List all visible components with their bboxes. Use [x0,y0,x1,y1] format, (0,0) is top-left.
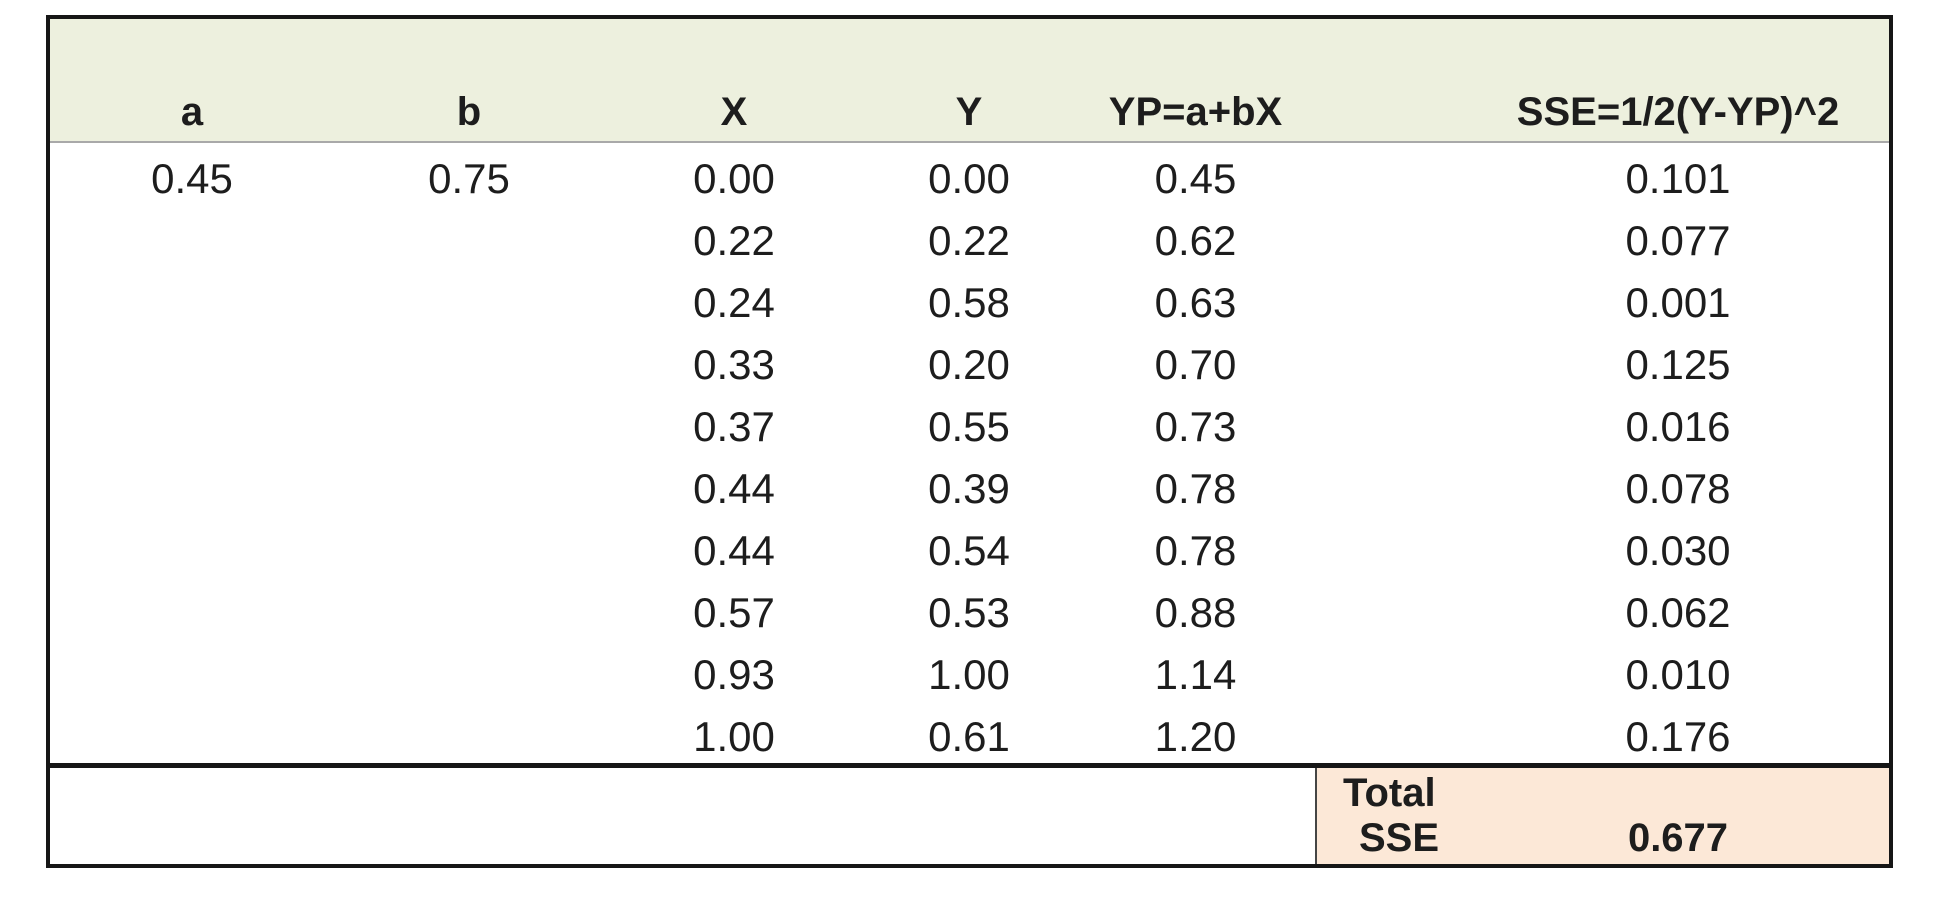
table-row: 0.44 0.39 0.78 0.078 [50,453,1889,515]
column-header-a: a [180,90,204,134]
cell-y: 1.00 [928,651,1010,698]
regression-sse-table: a b X Y YP=a+bX SSE=1/2(Y-YP)^2 0.45 0.75… [46,15,1893,868]
cell-sse: 0.001 [1625,279,1731,326]
cell-sse: 0.030 [1625,527,1731,574]
cell-x: 0.93 [693,651,775,698]
cell-sse: 0.101 [1625,155,1731,202]
cell-y: 0.53 [928,589,1010,636]
cell-yp: 0.63 [1154,279,1237,326]
cell-b: 0.75 [428,155,510,202]
total-sse-value: 0.677 [1627,816,1729,860]
cell-y: 0.55 [928,403,1010,450]
cell-yp: 0.73 [1154,403,1237,450]
cell-sse: 0.062 [1625,589,1731,636]
cell-x: 0.22 [693,217,775,264]
cell-yp: 0.78 [1154,527,1237,574]
cell-sse: 0.010 [1625,651,1731,698]
cell-yp: 0.78 [1154,465,1237,512]
table-row: 0.57 0.53 0.88 0.062 [50,577,1889,639]
cell-sse: 0.078 [1625,465,1731,512]
cell-yp: 1.20 [1154,713,1237,760]
cell-sse: 0.176 [1625,713,1731,760]
column-header-yp: YP=a+bX [1108,90,1283,134]
cell-y: 0.22 [928,217,1010,264]
cell-x: 0.00 [693,155,775,202]
table-row: 0.37 0.55 0.73 0.016 [50,391,1889,453]
table-row: 0.33 0.20 0.70 0.125 [50,329,1889,391]
table-row: 0.24 0.58 0.63 0.001 [50,267,1889,329]
cell-y: 0.00 [928,155,1010,202]
total-sse-cell: Total SSE 0.677 [1317,768,1889,864]
total-label: Total [1343,771,1436,815]
column-header-x: X [720,90,748,134]
total-sse-line: SSE 0.677 [1317,816,1889,861]
table-row: 0.44 0.54 0.78 0.030 [50,515,1889,577]
cell-y: 0.20 [928,341,1010,388]
cell-sse: 0.077 [1625,217,1731,264]
table-row: 0.45 0.75 0.00 0.00 0.45 0.101 [50,143,1889,205]
cell-y: 0.39 [928,465,1010,512]
table-row: 0.93 1.00 1.14 0.010 [50,639,1889,701]
cell-y: 0.61 [928,713,1010,760]
cell-a: 0.45 [151,155,233,202]
cell-sse: 0.125 [1625,341,1731,388]
cell-x: 0.33 [693,341,775,388]
cell-sse: 0.016 [1625,403,1731,450]
total-empty-cell [50,768,1317,864]
cell-x: 0.57 [693,589,775,636]
table-header-row: a b X Y YP=a+bX SSE=1/2(Y-YP)^2 [50,19,1889,143]
table-body: 0.45 0.75 0.00 0.00 0.45 0.101 0.22 0.22 0.62 0.0… [50,143,1889,763]
cell-x: 0.44 [693,465,775,512]
column-header-y: Y [955,90,983,134]
cell-yp: 0.70 [1154,341,1237,388]
total-row: Total SSE 0.677 [50,763,1889,864]
cell-x: 0.37 [693,403,775,450]
table-row: 1.00 0.61 1.20 0.176 [50,701,1889,763]
cell-x: 0.44 [693,527,775,574]
column-header-b: b [456,90,482,134]
total-sse-label: SSE [1359,816,1440,860]
cell-yp: 0.45 [1154,155,1237,202]
table-row: 0.22 0.22 0.62 0.077 [50,205,1889,267]
cell-x: 0.24 [693,279,775,326]
cell-y: 0.58 [928,279,1010,326]
cell-yp: 1.14 [1154,651,1237,698]
cell-y: 0.54 [928,527,1010,574]
cell-yp: 0.88 [1154,589,1237,636]
cell-x: 1.00 [693,713,775,760]
cell-yp: 0.62 [1154,217,1237,264]
column-header-sse: SSE=1/2(Y-YP)^2 [1516,90,1840,134]
